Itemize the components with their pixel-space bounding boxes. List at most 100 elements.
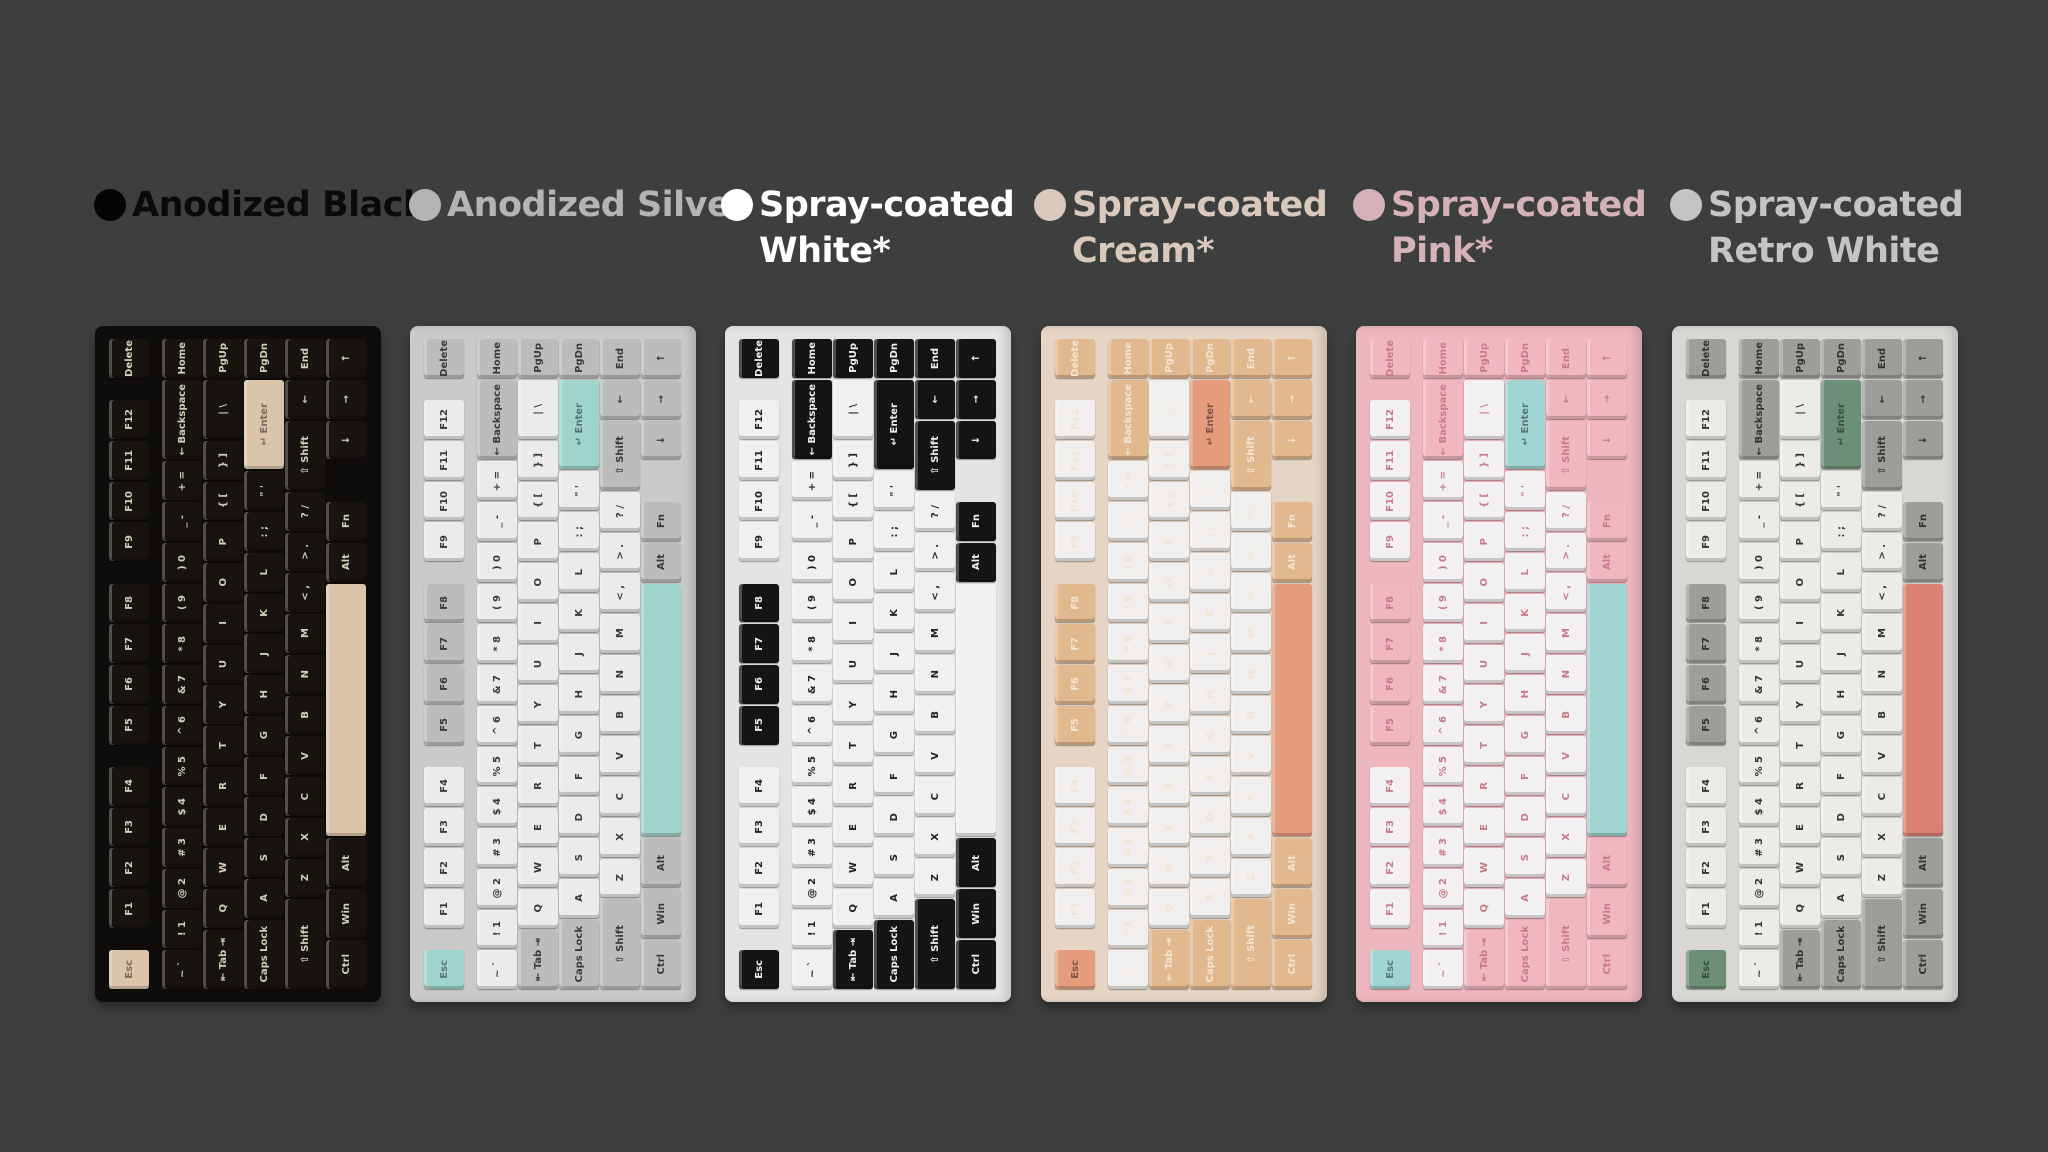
keycap: PgDn bbox=[1505, 339, 1545, 378]
keycap: ⇧ Shift bbox=[1862, 420, 1902, 490]
keycap: : ; bbox=[1190, 512, 1230, 551]
key-legend: End bbox=[299, 347, 311, 369]
key-legend: F9 bbox=[1069, 534, 1081, 549]
keycap: V bbox=[600, 736, 640, 776]
key-legend: F3 bbox=[1700, 820, 1712, 834]
key-legend: | \ bbox=[1478, 403, 1490, 415]
keycap: # 3 bbox=[477, 828, 517, 867]
keycap: & 7 bbox=[1739, 665, 1779, 704]
key-legend: Delete bbox=[438, 339, 450, 377]
key-legend: F8 bbox=[753, 595, 765, 610]
key-legend: S bbox=[1519, 853, 1531, 862]
key-gap bbox=[1370, 929, 1410, 949]
key-legend: G bbox=[1519, 731, 1531, 740]
key-legend: F6 bbox=[1069, 677, 1081, 692]
keycap: W bbox=[1780, 848, 1820, 888]
key-legend: P bbox=[1794, 538, 1806, 546]
key-legend: PgDn bbox=[258, 343, 270, 374]
keycap: F6 bbox=[424, 665, 464, 704]
keycap: F11 bbox=[1055, 440, 1095, 480]
keycap: ? / bbox=[1231, 491, 1271, 531]
keycap: PgDn bbox=[1821, 339, 1861, 378]
keycap: D bbox=[1821, 797, 1861, 837]
keycap: # 3 bbox=[162, 828, 202, 867]
keycap: P bbox=[1780, 522, 1820, 562]
keyboard-spray-coated-white: Esc F1 F2 F3 F4 F5 F6 F7 F8 F9 F10 F11 F12 Delete ~ `!… bbox=[725, 326, 1011, 1002]
key-legend: : ; bbox=[1204, 525, 1216, 538]
key-legend: G bbox=[573, 731, 585, 740]
key-legend: → bbox=[340, 394, 352, 404]
key-legend: ⇧ Shift bbox=[1876, 435, 1888, 475]
key-legend: I bbox=[1478, 621, 1490, 626]
keycap: F3 bbox=[424, 807, 464, 847]
key-legend: J bbox=[1204, 651, 1216, 656]
colorway-name-line: Spray-coated bbox=[1391, 185, 1647, 225]
key-legend: Q bbox=[1478, 904, 1490, 913]
keycap: C bbox=[1862, 777, 1902, 816]
keycap: H bbox=[874, 675, 914, 714]
key-column: ⇤ Tab ⇥ Q W E R T Y U I O P { [} ] | \ PgUp bbox=[1149, 338, 1189, 990]
key-legend: L bbox=[888, 569, 900, 576]
keycap: @ 2 bbox=[792, 868, 832, 908]
key-legend: V bbox=[929, 751, 941, 760]
keycap bbox=[641, 583, 681, 837]
key-legend: ⇧ Shift bbox=[1560, 924, 1572, 964]
key-gap bbox=[641, 460, 681, 501]
colorway-name-line: White* bbox=[759, 231, 891, 271]
keycap: D bbox=[1505, 797, 1545, 837]
key-legend: B bbox=[1876, 711, 1888, 719]
key-column: Caps Lock A S D F G H J K L: ; " ' ↵ Enter PgDn bbox=[1190, 338, 1230, 990]
color-swatch-dot bbox=[1353, 189, 1385, 221]
key-legend: ⇤ Tab ⇥ bbox=[1163, 937, 1175, 982]
key-legend: T bbox=[1478, 742, 1490, 749]
keycap: L bbox=[1505, 552, 1545, 592]
key-legend: % 5 bbox=[1437, 755, 1449, 777]
keycap: Z bbox=[915, 858, 955, 898]
keycap: F5 bbox=[424, 705, 464, 745]
key-legend: # 3 bbox=[491, 837, 503, 857]
key-legend: X bbox=[1876, 833, 1888, 842]
keycap: ← Backspace bbox=[792, 379, 832, 460]
keycap: U bbox=[833, 644, 873, 684]
keycap: F1 bbox=[739, 889, 779, 928]
key-legend: Ctrl bbox=[1286, 954, 1298, 975]
key-legend: Alt bbox=[655, 554, 667, 571]
key-legend: ↓ bbox=[1286, 435, 1298, 445]
keycap: PgDn bbox=[244, 339, 284, 378]
keycap: # 3 bbox=[1739, 828, 1779, 867]
keycap: W bbox=[1464, 848, 1504, 888]
keycap: F8 bbox=[1686, 583, 1726, 623]
keycap: ↓ bbox=[326, 420, 366, 460]
key-legend: ( 9 bbox=[806, 595, 818, 611]
key-legend: ↓ bbox=[655, 435, 667, 445]
key-legend: PgDn bbox=[888, 343, 900, 374]
keycap: D bbox=[244, 797, 284, 837]
key-legend: # 3 bbox=[806, 837, 818, 857]
key-legend: Delete bbox=[753, 339, 765, 377]
key-legend: F10 bbox=[1384, 490, 1396, 512]
key-legend: Y bbox=[217, 701, 229, 709]
keycap: O bbox=[518, 563, 558, 602]
keycap: Fn bbox=[956, 502, 996, 541]
keycap: Ctrl bbox=[641, 940, 681, 989]
key-gap bbox=[1587, 460, 1627, 501]
key-legend: ↓ bbox=[340, 435, 352, 445]
key-legend: → bbox=[1286, 394, 1298, 404]
keycap: < , bbox=[915, 573, 955, 613]
keycap: B bbox=[915, 695, 955, 735]
key-legend: > . bbox=[1560, 544, 1572, 560]
keycap: { [ bbox=[1149, 481, 1189, 521]
keycap: < , bbox=[1862, 573, 1902, 613]
keycap: F4 bbox=[739, 766, 779, 806]
keycap: : ; bbox=[1821, 512, 1861, 551]
key-legend: ↵ Enter bbox=[888, 403, 900, 446]
keycap: F4 bbox=[1055, 766, 1095, 806]
keycap: Alt bbox=[1903, 542, 1943, 582]
keycap: F10 bbox=[109, 481, 149, 521]
key-legend: F5 bbox=[438, 718, 450, 733]
keycap: ) 0 bbox=[477, 542, 517, 582]
keycap: M bbox=[1546, 614, 1586, 653]
key-legend: Q bbox=[217, 904, 229, 913]
key-legend: " ' bbox=[573, 484, 585, 497]
keycap: → bbox=[956, 379, 996, 419]
